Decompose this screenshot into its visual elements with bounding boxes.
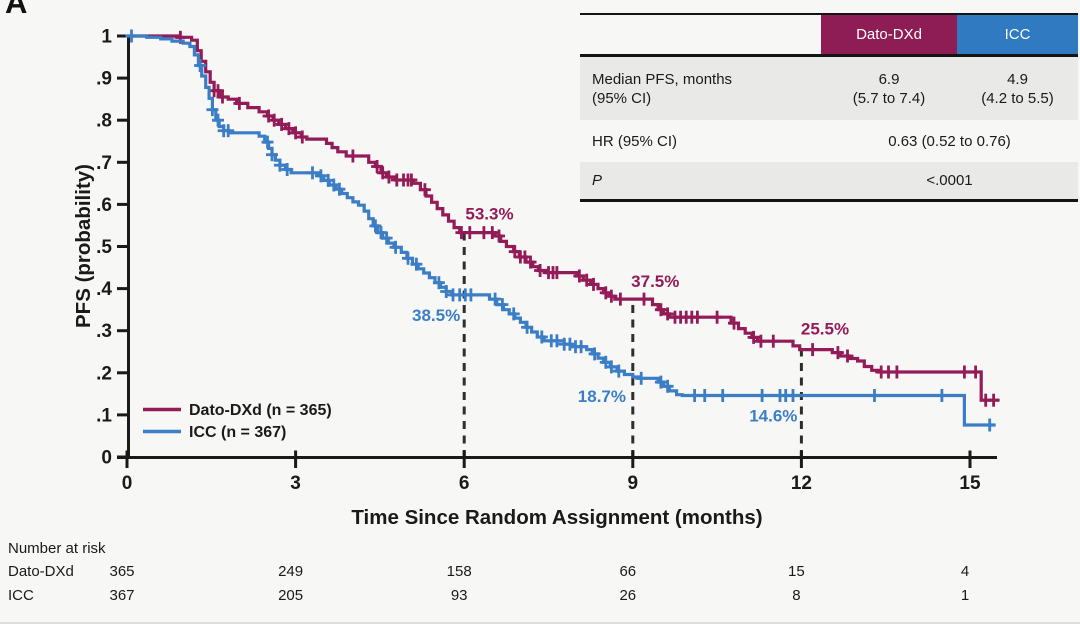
summary-row-p: P <.0001 <box>580 162 1078 199</box>
annotation-38.5%: 38.5% <box>412 306 460 325</box>
series-icc <box>125 29 996 432</box>
risk-count: 205 <box>278 587 304 604</box>
risk-row-label: ICC <box>8 587 34 604</box>
summary-table: Dato-DXd ICC Median PFS, months (95% CI)… <box>580 13 1078 202</box>
hr-label: HR (95% CI) <box>592 132 678 150</box>
x-tick-labels: 0 3 6 9 12 15 <box>122 473 981 494</box>
svg-text:12: 12 <box>791 473 812 494</box>
panel-label: A <box>5 0 28 20</box>
summary-row-median-pfs: Median PFS, months (95% CI) 6.9 (5.7 to … <box>580 57 1078 120</box>
svg-text:.2: .2 <box>96 363 112 384</box>
p-value: <.0001 <box>926 172 973 189</box>
km-curve-dato <box>127 34 1000 402</box>
svg-text:.4: .4 <box>96 279 112 300</box>
hr-value: 0.63 (0.52 to 0.76) <box>888 132 1011 150</box>
summary-header-dato: Dato-DXd <box>821 15 957 54</box>
svg-text:0: 0 <box>122 473 133 494</box>
median-pfs-value-dato: 6.9 (5.7 to 7.4) <box>821 70 957 108</box>
series-dato <box>127 30 1000 407</box>
median-pfs-icc-ci: (4.2 to 5.5) <box>981 89 1054 107</box>
svg-text:.5: .5 <box>96 237 112 258</box>
risk-count: 8 <box>792 587 801 604</box>
summary-table-header-row: Dato-DXd ICC <box>580 15 1078 57</box>
censor-marks-dato <box>174 30 1000 407</box>
median-pfs-dato-estimate: 6.9 <box>878 70 900 88</box>
svg-text:6: 6 <box>459 473 470 494</box>
risk-row-dato-dxd: Dato-DXd 365 249 158 66 15 4 <box>0 563 1080 583</box>
axes <box>117 34 997 468</box>
risk-row-label: Dato-DXd <box>8 563 74 580</box>
risk-row-icc: ICC 367 205 93 26 8 1 <box>0 587 1080 607</box>
median-pfs-icc-estimate: 4.9 <box>1007 70 1028 88</box>
summary-header-icc: ICC <box>957 15 1078 54</box>
risk-count: 93 <box>450 587 468 604</box>
x-axis-title: Time Since Random Assignment (months) <box>351 506 762 529</box>
censor-marks-icc <box>125 29 996 432</box>
percentage-annotations: 53.3% 38.5% 37.5% 18.7% 25.5% 14.6% <box>412 205 849 426</box>
figure-bottom-divider <box>0 622 1080 624</box>
svg-text:3: 3 <box>290 473 301 494</box>
median-pfs-value-icc: 4.9 (4.2 to 5.5) <box>957 70 1078 108</box>
svg-text:.7: .7 <box>96 153 112 174</box>
annotation-18.7%: 18.7% <box>578 387 626 406</box>
svg-text:.9: .9 <box>96 69 112 90</box>
median-pfs-dato-ci: (5.7 to 7.4) <box>852 89 926 107</box>
y-tick-labels: 0 .1 .2 .3 .4 .5 .6 .7 .8 .9 1 <box>96 27 112 469</box>
annotation-37.5%: 37.5% <box>631 272 679 291</box>
summary-row-hr: HR (95% CI) 0.63 (0.52 to 0.76) <box>580 120 1078 162</box>
svg-text:.8: .8 <box>96 111 112 132</box>
legend-item-dato: Dato-DXd (n = 365) <box>143 402 332 419</box>
legend: Dato-DXd (n = 365) ICC (n = 367) <box>143 402 332 441</box>
risk-count: 1 <box>960 587 970 604</box>
risk-count: 15 <box>788 563 805 580</box>
y-axis-title: PFS (probability) <box>72 164 95 328</box>
risk-count: 158 <box>446 563 472 580</box>
svg-text:1: 1 <box>101 27 112 48</box>
risk-table-title: Number at risk <box>8 540 106 557</box>
risk-count: 249 <box>278 563 304 580</box>
svg-text:9: 9 <box>628 473 639 494</box>
risk-count: 26 <box>619 587 637 604</box>
legend-item-icc: ICC (n = 367) <box>143 424 286 441</box>
risk-count: 365 <box>109 563 135 580</box>
median-pfs-label-line2: (95% CI) <box>592 89 652 107</box>
legend-label-icc: ICC (n = 367) <box>189 424 286 441</box>
svg-text:.6: .6 <box>96 195 112 216</box>
summary-table-blank-cell <box>580 15 821 54</box>
legend-label-dato: Dato-DXd (n = 365) <box>189 402 332 419</box>
median-pfs-label: Median PFS, months (95% CI) <box>580 70 821 108</box>
svg-text:0: 0 <box>101 448 112 469</box>
risk-count: 367 <box>109 587 135 604</box>
p-label: P <box>592 172 603 189</box>
svg-text:.1: .1 <box>96 405 112 426</box>
svg-text:15: 15 <box>959 473 981 494</box>
risk-count: 4 <box>960 563 970 580</box>
annotation-25.5%: 25.5% <box>801 320 849 339</box>
annotation-14.6%: 14.6% <box>749 407 797 426</box>
median-pfs-label-line1: Median PFS, months <box>592 70 733 88</box>
svg-text:.3: .3 <box>96 321 112 342</box>
annotation-53.3%: 53.3% <box>465 205 513 224</box>
risk-count: 66 <box>619 563 637 580</box>
